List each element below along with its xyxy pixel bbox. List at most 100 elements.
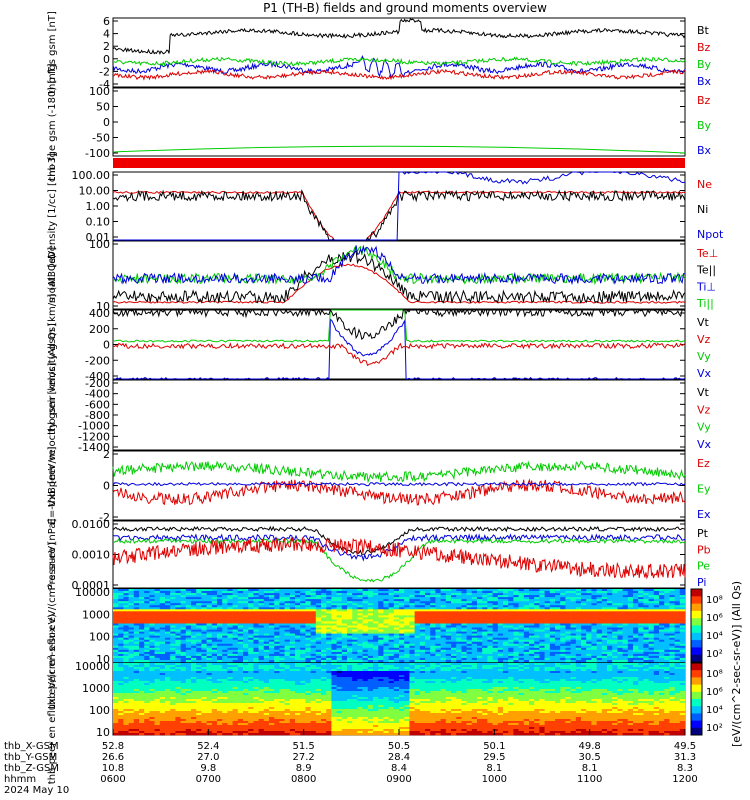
heatmap-cell [627,635,634,638]
heatmap-cell [529,611,535,614]
heatmap-cell [315,669,322,672]
heatmap-cell [357,599,363,602]
heatmap-cell [305,633,311,636]
heatmap-cell [253,597,259,600]
heatmap-cell [627,665,634,668]
heatmap-cell [549,599,556,602]
heatmap-cell [607,649,613,653]
heatmap-cell [393,653,400,657]
heatmap-cell [393,669,400,672]
heatmap-cell [321,647,327,651]
heatmap-cell [638,603,644,606]
heatmap-cell [633,611,639,614]
heatmap-cell [191,669,197,672]
heatmap-cell [503,671,509,674]
heatmap-cell [529,660,535,663]
heatmap-cell [508,665,514,668]
heatmap-cell [274,597,280,600]
heatmap-cell [362,641,369,644]
heatmap-cell [596,655,603,659]
heatmap-cell [419,677,426,680]
heatmap-cell [222,635,228,638]
heatmap-cell [237,635,244,638]
heatmap-cell [617,633,623,636]
heatmap-cell [258,595,265,598]
heatmap-cell [492,653,499,657]
heatmap-cell [144,589,150,592]
heatmap-cell [248,589,254,592]
heatmap-cell [347,673,353,676]
heatmap-cell [279,597,285,600]
heatmap-cell [404,607,410,610]
heatmap-cell [508,671,514,674]
heatmap-cell [648,667,655,670]
heatmap-cell [425,641,431,644]
heatmap-cell [601,597,608,600]
heatmap-cell [279,667,285,670]
heatmap-cell [451,667,457,670]
heatmap-cell [113,589,119,592]
heatmap-cell [367,625,374,628]
heatmap-cell [544,597,551,600]
heatmap-cell [523,619,530,622]
heatmap-cell [367,651,374,655]
heatmap-cell [367,619,374,622]
heatmap-cell [627,641,634,644]
heatmap-cell [383,665,389,668]
heatmap-cell [154,660,161,663]
heatmap-cell [258,619,265,622]
heatmap-cell [139,625,145,628]
heatmap-cell [570,609,577,612]
heatmap-cell [508,591,514,594]
heatmap-cell [591,629,597,632]
heatmap-cell [664,649,670,653]
heatmap-cell [674,591,681,594]
heatmap-cell [492,657,499,661]
heatmap-cell [144,619,150,622]
heatmap-cell [331,621,337,624]
heatmap-cell [466,627,473,630]
heatmap-cell [258,633,265,636]
heatmap-cell [300,663,306,666]
heatmap-cell [170,657,176,661]
heatmap-cell [612,627,618,630]
heatmap-cell [518,589,525,592]
heatmap-cell [669,597,675,600]
heatmap-cell [451,597,457,600]
heatmap-cell [591,623,597,626]
heatmap-cell [430,667,436,670]
heatmap-cell [586,649,592,653]
heatmap-cell [378,673,384,676]
heatmap-cell [118,605,124,608]
heatmap-cell [633,655,639,659]
heatmap-cell [196,641,202,644]
heatmap-cell [201,615,207,618]
heatmap-cell [165,667,171,670]
y-tick-label: 6 [103,15,110,28]
heatmap-cell [269,589,275,592]
heatmap-cell [461,653,467,657]
heatmap-cell [575,665,582,668]
heatmap-cell [253,609,259,612]
heatmap-cell [570,601,577,604]
heatmap-cell [175,599,181,602]
heatmap-cell [523,667,530,670]
heatmap-cell [643,665,649,668]
heatmap-cell [555,605,561,608]
heatmap-cell [289,599,296,602]
heatmap-cell [336,660,343,663]
heatmap-cell [139,611,145,614]
heatmap-cell [513,615,519,618]
heatmap-cell [289,637,296,640]
heatmap-cell [154,677,161,680]
heatmap-cell [549,593,556,596]
heatmap-cell [591,645,597,649]
heatmap-cell [482,607,488,610]
heatmap-cell [232,627,239,630]
heatmap-cell [274,611,280,614]
heatmap-cell [185,667,192,670]
heatmap-cell [388,599,395,602]
heatmap-cell [393,657,400,661]
heatmap-cell [414,601,421,604]
heatmap-cell [144,671,150,674]
